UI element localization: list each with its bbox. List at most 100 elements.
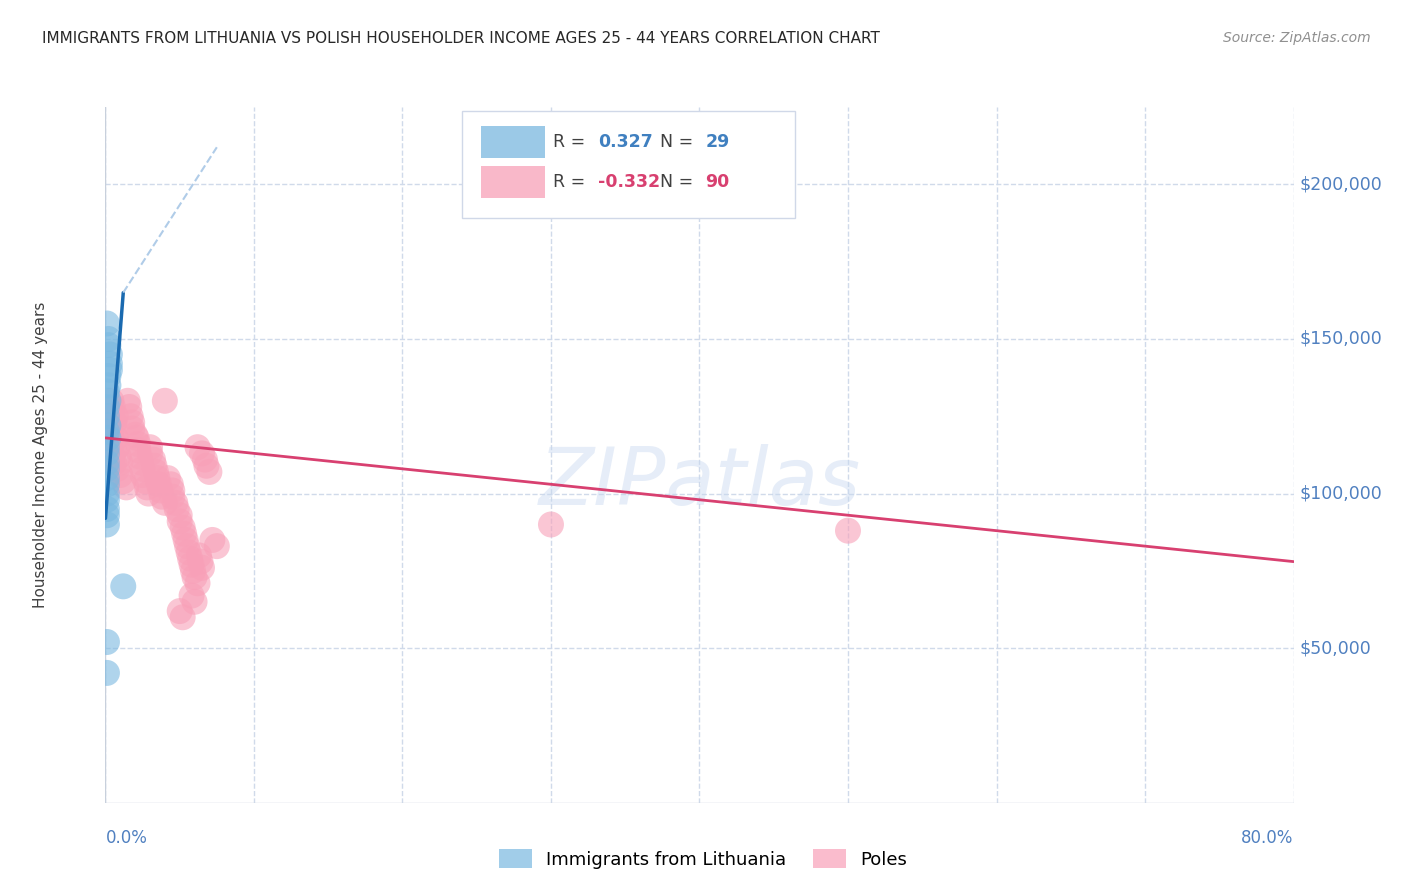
Point	[110, 456, 132, 470]
Point	[194, 452, 217, 467]
Point	[97, 378, 120, 392]
Point	[118, 400, 141, 414]
Point	[96, 665, 118, 680]
Point	[98, 425, 121, 439]
Point	[96, 456, 118, 470]
Text: R =: R =	[554, 133, 591, 151]
Point	[97, 418, 120, 433]
Point	[97, 418, 120, 433]
Point	[97, 393, 120, 408]
Point	[96, 400, 118, 414]
Text: N =: N =	[661, 173, 699, 191]
Point	[110, 468, 132, 483]
Point	[179, 551, 201, 566]
Point	[117, 393, 139, 408]
Point	[172, 520, 194, 534]
Point	[96, 409, 118, 424]
Point	[96, 384, 118, 399]
Text: $50,000: $50,000	[1299, 640, 1371, 657]
Point	[181, 564, 204, 578]
Point	[112, 579, 135, 593]
Point	[96, 502, 118, 516]
Text: 0.0%: 0.0%	[105, 830, 148, 847]
Point	[108, 450, 131, 464]
Point	[198, 465, 221, 479]
Point	[191, 446, 214, 460]
Point	[150, 490, 173, 504]
Point	[96, 446, 118, 460]
Point	[153, 496, 176, 510]
Point	[105, 462, 128, 476]
Point	[205, 539, 228, 553]
Point	[183, 595, 205, 609]
Text: 29: 29	[706, 133, 730, 151]
Point	[115, 480, 138, 494]
Point	[112, 474, 135, 488]
Point	[98, 418, 121, 433]
Point	[172, 610, 194, 624]
Point	[195, 458, 218, 473]
Point	[121, 422, 143, 436]
Point	[97, 443, 120, 458]
Text: $150,000: $150,000	[1299, 330, 1382, 348]
Point	[100, 431, 122, 445]
Point	[100, 431, 122, 445]
Text: IMMIGRANTS FROM LITHUANIA VS POLISH HOUSEHOLDER INCOME AGES 25 - 44 YEARS CORREL: IMMIGRANTS FROM LITHUANIA VS POLISH HOUS…	[42, 31, 880, 46]
Text: N =: N =	[661, 133, 699, 151]
Point	[146, 471, 169, 485]
Point	[101, 400, 124, 414]
Point	[96, 471, 118, 485]
Point	[191, 561, 214, 575]
Point	[96, 409, 118, 424]
FancyBboxPatch shape	[481, 166, 546, 198]
Point	[180, 558, 202, 572]
Text: Householder Income Ages 25 - 44 years: Householder Income Ages 25 - 44 years	[32, 301, 48, 608]
Point	[124, 427, 146, 442]
Text: ZIPatlas: ZIPatlas	[538, 443, 860, 522]
FancyBboxPatch shape	[461, 111, 794, 219]
Point	[98, 357, 121, 371]
Point	[136, 480, 159, 494]
Point	[96, 462, 118, 476]
Point	[183, 570, 205, 584]
Point	[96, 477, 118, 491]
Point	[100, 425, 122, 439]
Point	[131, 462, 153, 476]
Point	[156, 471, 179, 485]
Point	[125, 431, 148, 445]
Point	[101, 437, 124, 451]
Point	[98, 456, 121, 470]
Point	[148, 477, 170, 491]
Point	[139, 446, 162, 460]
Point	[131, 468, 153, 483]
Point	[177, 545, 200, 559]
Text: R =: R =	[554, 173, 591, 191]
Point	[162, 483, 184, 498]
Point	[103, 416, 125, 430]
Point	[120, 409, 142, 424]
Point	[100, 406, 122, 420]
Point	[98, 437, 121, 451]
Point	[104, 409, 127, 424]
Point	[97, 332, 120, 346]
Point	[201, 533, 224, 547]
Point	[176, 539, 198, 553]
Point	[169, 508, 191, 523]
Legend: Immigrants from Lithuania, Poles: Immigrants from Lithuania, Poles	[492, 841, 914, 876]
Point	[173, 526, 195, 541]
Point	[159, 477, 181, 491]
Point	[169, 604, 191, 618]
Point	[96, 492, 118, 507]
Point	[103, 456, 125, 470]
Point	[149, 483, 172, 498]
Point	[143, 458, 166, 473]
Text: Source: ZipAtlas.com: Source: ZipAtlas.com	[1223, 31, 1371, 45]
Point	[186, 440, 208, 454]
Point	[190, 555, 212, 569]
Point	[186, 576, 208, 591]
Point	[142, 452, 165, 467]
Point	[174, 533, 197, 547]
Text: -0.332: -0.332	[599, 173, 661, 191]
Point	[97, 431, 120, 445]
Point	[100, 393, 122, 408]
